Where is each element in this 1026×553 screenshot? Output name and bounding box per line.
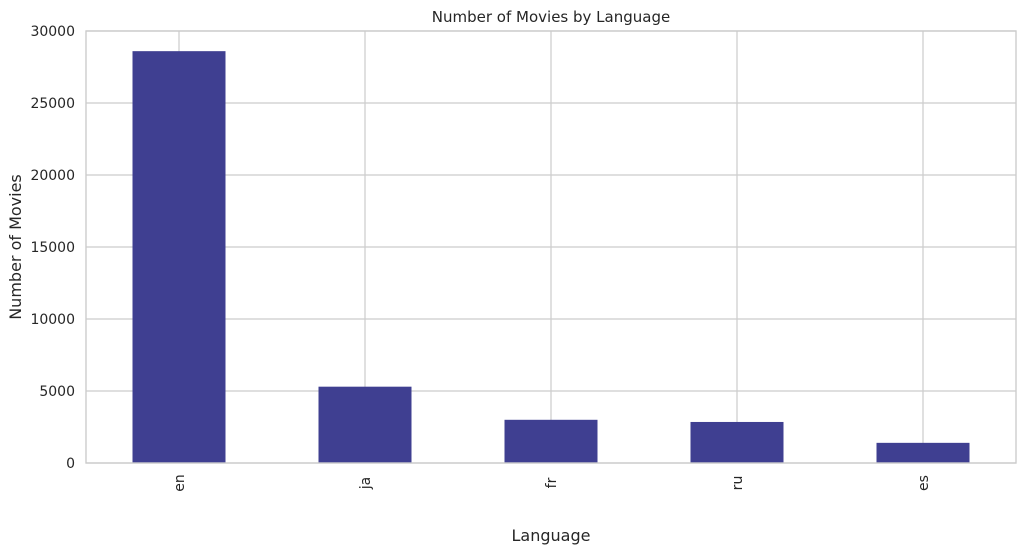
y-tick-label: 0 [66,456,75,472]
plot-frame [85,30,1017,464]
y-axis-label: Number of Movies [6,174,25,320]
bar-ja [318,386,412,463]
x-tick-label: ru [730,476,746,491]
bars [132,51,970,463]
y-tick-labels: 0 5000 10000 15000 20000 25000 30000 [30,24,75,472]
y-tick-label: 15000 [30,240,75,256]
y-tick-label: 30000 [30,24,75,40]
x-tick-label: fr [544,477,560,488]
x-axis-label: Language [512,526,591,545]
bar-es [876,442,970,463]
y-tick-label: 25000 [30,96,75,112]
x-tick-labels: en ja fr ru es [172,474,932,492]
x-tick-label: en [172,474,188,492]
y-tick-label: 10000 [30,312,75,328]
bar-ru [690,421,784,463]
y-tick-label: 20000 [30,168,75,184]
x-tick-label: ja [358,477,374,490]
chart-title: Number of Movies by Language [432,8,670,26]
y-tick-label: 5000 [39,384,75,400]
bar-fr [504,419,598,463]
x-tick-label: es [916,475,932,491]
bar-en [132,51,226,463]
